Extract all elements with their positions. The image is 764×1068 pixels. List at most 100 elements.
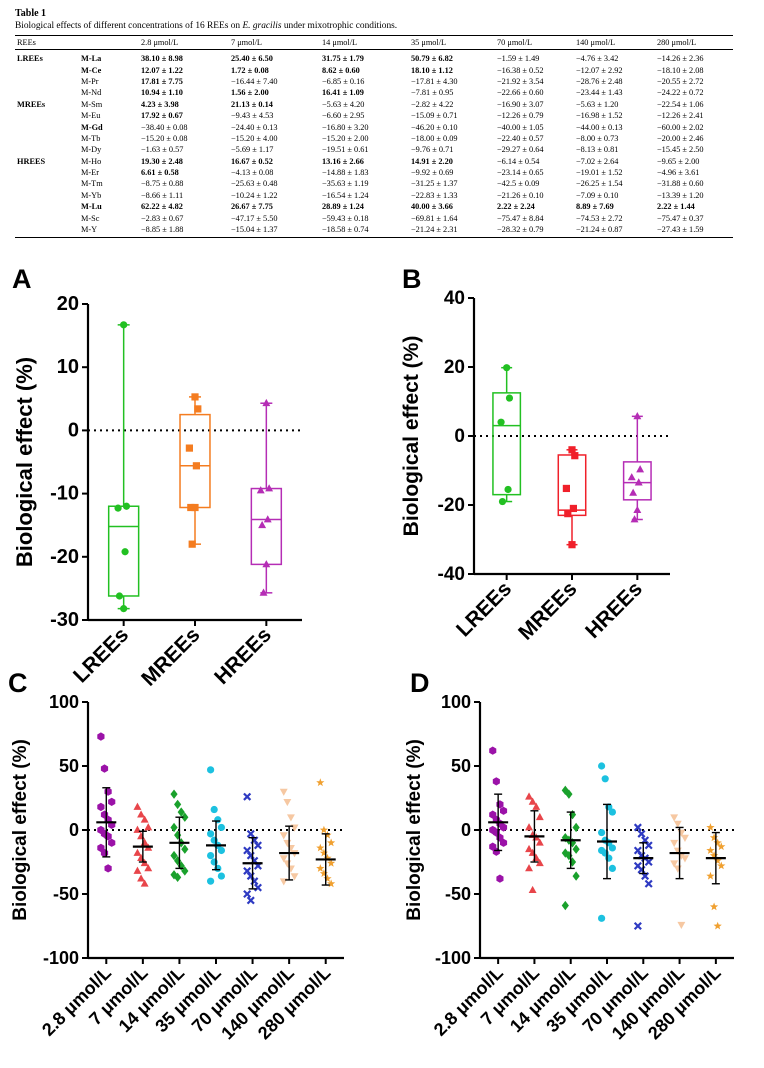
data-point [327,838,336,847]
y-tick-label: -30 [50,609,79,631]
row-element-name: M-Eu [81,111,101,121]
row-value-cell: 19.30 ± 2.48 [141,156,183,166]
data-point [633,921,642,931]
data-point [140,838,149,846]
data-point [253,841,262,850]
y-tick-label: -10 [50,483,79,505]
data-point [633,412,642,420]
data-point [217,872,225,880]
data-point [122,502,131,510]
row-value-cell: −24.40 ± 0.13 [231,122,278,132]
y-tick-label: 0 [68,419,79,441]
table-row: LREEs M-La 38.10 ± 8.98 25.40 ± 6.50 31.75 ±… [15,50,733,65]
data-point [97,802,105,812]
row-element-name: M-Dy [81,145,102,155]
y-tick-label: 100 [441,692,471,712]
row-value-cell: −4.13 ± 0.08 [231,168,274,178]
data-point [323,874,332,883]
row-value-cell: 1.72 ± 0.08 [231,65,269,75]
data-point [500,823,508,832]
data-point [133,848,142,856]
data-point [214,864,222,872]
row-value-cell: 13.16 ± 2.66 [322,156,364,166]
data-point [569,504,577,513]
row-value-cell: 12.07 ± 1.22 [141,65,183,75]
data-point [133,866,142,874]
data-point [246,829,255,838]
data-point [605,854,613,862]
y-tick-label: 0 [69,820,79,840]
data-point [174,872,182,883]
table-row: M-Nd 10.94 ± 1.10 1.56 ± 2.00 16.41 ± 1.09 −… [15,87,733,98]
row-value-cell: −21.24 ± 2.31 [409,223,495,239]
row-element-name: M-La [81,54,102,64]
data-point [709,833,719,842]
row-element-name: M-Gd [81,122,103,132]
data-point [492,777,500,786]
table-row: M-Er 6.61 ± 0.58 −4.13 ± 0.08 −14.88 ± 1.83… [15,167,733,178]
row-value-cell: −29.27 ± 0.64 [497,145,544,155]
caption-suffix: under mixotrophic conditions. [281,21,398,31]
row-value-cell: −6.85 ± 0.16 [322,76,365,86]
data-point [498,497,507,506]
data-point [630,515,639,523]
data-point [535,838,544,846]
data-point [598,828,606,837]
row-value-cell: −12.26 ± 0.79 [497,111,544,121]
row-value-cell: −5.63 ± 4.20 [322,99,365,109]
table-caption: Biological effects of different concentr… [15,20,733,32]
table-row: M-Gd −38.40 ± 0.08 −24.40 ± 0.13 −16.80 ± 3… [15,121,733,132]
row-value-cell: −14.88 ± 1.83 [322,168,369,178]
table-body: LREEs M-La 38.10 ± 8.98 25.40 ± 6.50 31.75 ±… [15,50,733,239]
row-group: HREES [17,156,46,166]
row-value-cell: −38.40 ± 0.08 [141,122,188,132]
y-tick-label: 40 [444,288,465,309]
data-point [629,488,638,496]
x-category-label: HREEs [581,577,647,643]
data-point [706,871,715,880]
row-group [15,76,79,87]
data-point [717,842,726,851]
data-point [210,858,218,866]
data-point [608,808,616,816]
data-point [207,852,215,860]
table-header-cell: 140 μmol/L [574,35,655,50]
data-point [191,503,199,512]
data-point [185,444,193,452]
data-point [670,860,679,868]
row-group [15,178,79,189]
data-point [670,814,679,822]
caption-species: E. gracilis [242,21,282,31]
box-iqr [179,413,211,509]
row-value-cell: −22.66 ± 0.60 [497,88,544,98]
row-element-name: M-Sc [81,213,100,223]
row-value-cell: 2.22 ± 1.44 [657,202,695,212]
data-point [681,855,689,863]
row-value-cell: −16.90 ± 3.07 [497,99,544,109]
row-group [15,144,79,155]
data-point [140,879,149,887]
row-value-cell: 50.79 ± 6.82 [411,54,453,64]
data-point [137,832,146,840]
row-value-cell: −18.58 ± 0.74 [320,223,409,239]
y-tick-label: 20 [57,293,79,315]
row-value-cell: −23.14 ± 0.65 [497,168,544,178]
data-point [713,838,722,847]
y-tick-label: -100 [43,948,79,968]
row-value-cell: −8.66 ± 1.11 [141,190,184,200]
data-point [137,810,146,818]
data-point [637,829,646,838]
chart-b: B Biological effect (%) -40 -20 0 20 40 LREEsMR… [400,264,670,645]
row-value-cell: −44.00 ± 0.13 [576,122,623,132]
row-value-cell: −4.76 ± 3.42 [576,54,619,64]
row-group [15,223,79,239]
data-point [673,820,682,828]
row-value-cell: 26.67 ± 7.75 [231,202,273,212]
data-point [568,446,576,454]
data-point [644,857,653,867]
row-element-name: M-Ho [81,156,102,166]
row-value-cell: −1.63 ± 0.57 [141,145,184,155]
row-value-cell: −19.01 ± 1.52 [576,168,623,178]
data-point [627,473,636,481]
